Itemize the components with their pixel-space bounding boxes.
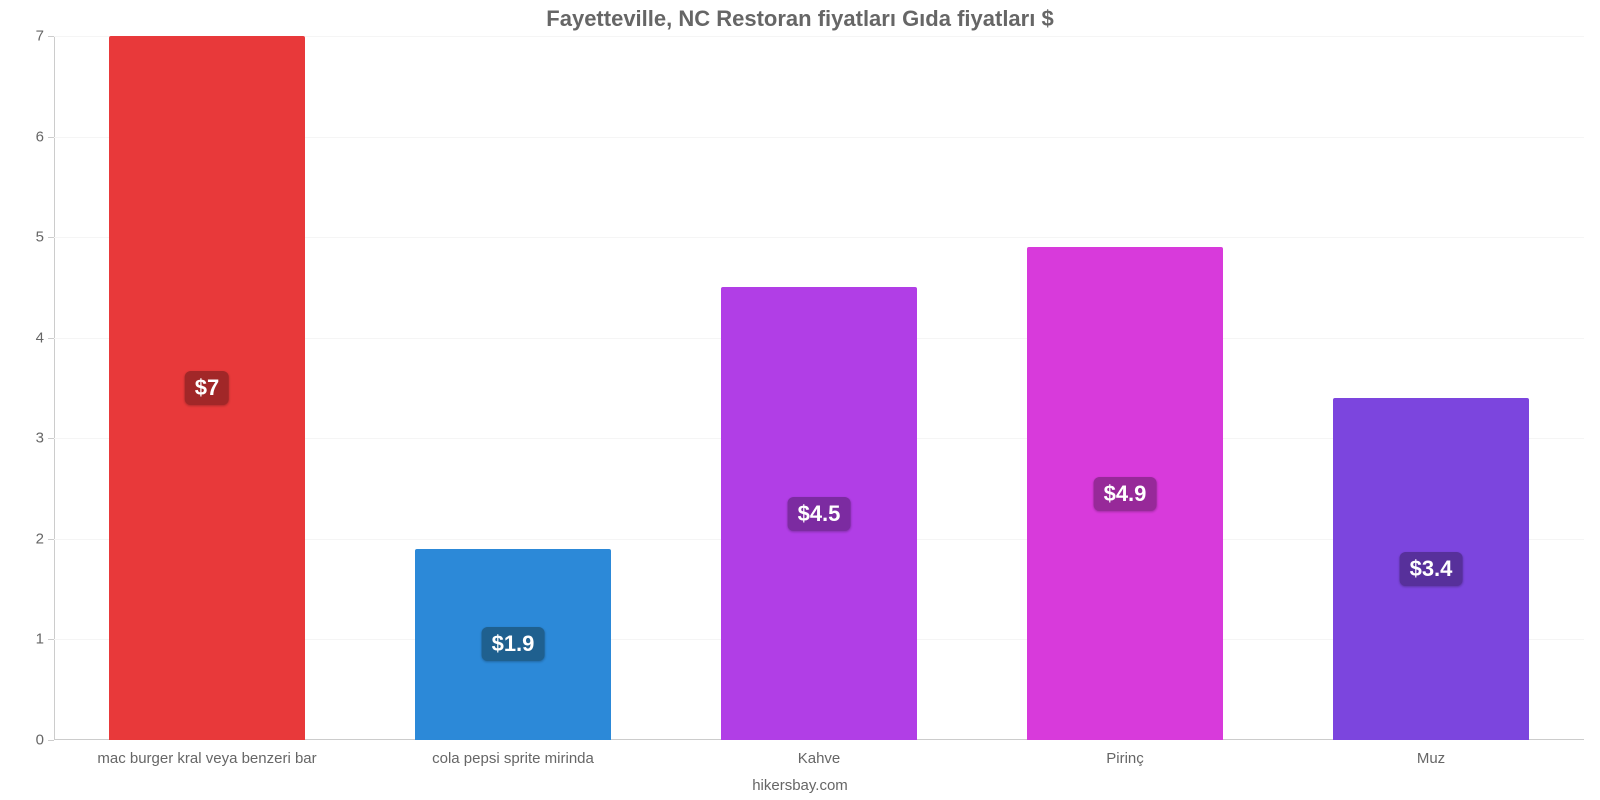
bar-slot: $3.4Muz xyxy=(1278,36,1584,740)
bar-slot: $1.9cola pepsi sprite mirinda xyxy=(360,36,666,740)
plot-area: 01234567$7mac burger kral veya benzeri b… xyxy=(54,36,1584,740)
bar-value-label: $1.9 xyxy=(482,627,545,661)
ytick-label: 5 xyxy=(36,229,54,246)
chart-container: Fayetteville, NC Restoran fiyatları Gıda… xyxy=(0,0,1600,800)
x-category-label: Kahve xyxy=(798,740,841,767)
bar-slot: $4.9Pirinç xyxy=(972,36,1278,740)
ytick-label: 6 xyxy=(36,128,54,145)
bar-slot: $4.5Kahve xyxy=(666,36,972,740)
bar-value-label: $7 xyxy=(185,371,229,405)
ytick-label: 4 xyxy=(36,329,54,346)
ytick-label: 1 xyxy=(36,631,54,648)
chart-title: Fayetteville, NC Restoran fiyatları Gıda… xyxy=(0,6,1600,32)
ytick-label: 0 xyxy=(36,732,54,749)
ytick-label: 3 xyxy=(36,430,54,447)
x-category-label: mac burger kral veya benzeri bar xyxy=(97,740,316,767)
ytick-label: 2 xyxy=(36,530,54,547)
chart-credit: hikersbay.com xyxy=(0,777,1600,794)
bar-value-label: $4.5 xyxy=(788,497,851,531)
bar-value-label: $4.9 xyxy=(1094,477,1157,511)
bar-slot: $7mac burger kral veya benzeri bar xyxy=(54,36,360,740)
bar-value-label: $3.4 xyxy=(1400,552,1463,586)
x-category-label: Muz xyxy=(1417,740,1445,767)
ytick-label: 7 xyxy=(36,28,54,45)
x-category-label: Pirinç xyxy=(1106,740,1144,767)
x-category-label: cola pepsi sprite mirinda xyxy=(432,740,594,767)
